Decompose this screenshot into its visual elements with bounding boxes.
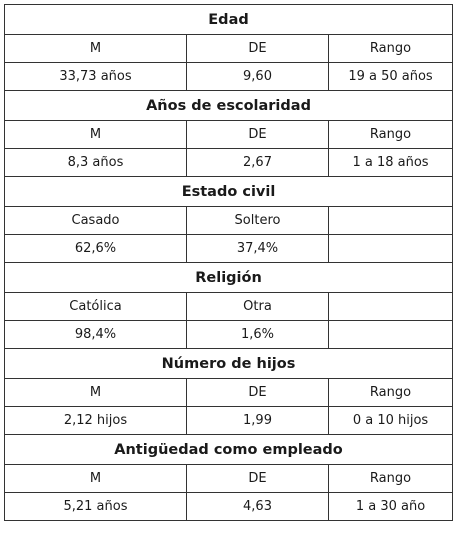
value-row: 33,73 años 9,60 19 a 50 años: [4, 62, 454, 91]
header-cell: M: [4, 34, 187, 63]
value-cell: 19 a 50 años: [327, 62, 454, 91]
header-cell: DE: [186, 120, 329, 149]
value-cell: 2,67: [186, 148, 329, 177]
header-cell: Rango: [327, 378, 454, 407]
header-row: Católica Otra: [4, 292, 454, 321]
value-cell: 5,21 años: [4, 492, 187, 521]
empty-cell: [327, 234, 454, 263]
section-title: Estado civil: [3, 176, 454, 207]
value-cell: 1 a 18 años: [327, 148, 454, 177]
header-row: Casado Soltero: [4, 206, 454, 235]
header-cell: Casado: [4, 206, 187, 235]
value-row: 2,12 hijos 1,99 0 a 10 hijos: [4, 406, 454, 435]
value-cell: 1,6%: [186, 320, 329, 349]
value-cell: 62,6%: [4, 234, 187, 263]
section-title-row-escolaridad: Años de escolaridad: [3, 90, 454, 121]
demographics-table: Edad M DE Rango 33,73 años 9,60 19 a 50 …: [3, 4, 454, 521]
value-cell: 37,4%: [186, 234, 329, 263]
header-cell: M: [4, 120, 187, 149]
header-cell: M: [4, 378, 187, 407]
section-title: Edad: [3, 4, 454, 35]
header-row: M DE Rango: [4, 120, 454, 149]
value-cell: 4,63: [186, 492, 329, 521]
section-title: Religión: [3, 262, 454, 293]
header-cell: DE: [186, 34, 329, 63]
header-cell: Rango: [327, 34, 454, 63]
value-row: 5,21 años 4,63 1 a 30 año: [4, 492, 454, 521]
value-cell: 33,73 años: [4, 62, 187, 91]
header-cell: Otra: [186, 292, 329, 321]
value-cell: 98,4%: [4, 320, 187, 349]
empty-cell: [327, 320, 454, 349]
value-cell: 9,60: [186, 62, 329, 91]
value-cell: 2,12 hijos: [4, 406, 187, 435]
header-cell: DE: [186, 464, 329, 493]
header-cell: Rango: [327, 464, 454, 493]
header-cell: DE: [186, 378, 329, 407]
header-row: M DE Rango: [4, 34, 454, 63]
section-title: Número de hijos: [3, 348, 454, 379]
section-title-row-hijos: Número de hijos: [3, 348, 454, 379]
header-cell: Rango: [327, 120, 454, 149]
empty-cell: [327, 292, 454, 321]
value-cell: 8,3 años: [4, 148, 187, 177]
value-cell: 1 a 30 año: [327, 492, 454, 521]
value-row: 8,3 años 2,67 1 a 18 años: [4, 148, 454, 177]
section-title: Años de escolaridad: [3, 90, 454, 121]
empty-cell: [327, 206, 454, 235]
header-cell: Católica: [4, 292, 187, 321]
section-title-row-estado-civil: Estado civil: [3, 176, 454, 207]
value-row: 62,6% 37,4%: [4, 234, 454, 263]
section-title-row-antiguedad: Antigüedad como empleado: [3, 434, 454, 465]
header-row: M DE Rango: [4, 378, 454, 407]
header-cell: Soltero: [186, 206, 329, 235]
header-cell: M: [4, 464, 187, 493]
section-title-row-edad: Edad: [3, 4, 454, 35]
value-cell: 1,99: [186, 406, 329, 435]
section-title: Antigüedad como empleado: [3, 434, 454, 465]
section-title-row-religion: Religión: [3, 262, 454, 293]
value-cell: 0 a 10 hijos: [327, 406, 454, 435]
header-row: M DE Rango: [4, 464, 454, 493]
value-row: 98,4% 1,6%: [4, 320, 454, 349]
